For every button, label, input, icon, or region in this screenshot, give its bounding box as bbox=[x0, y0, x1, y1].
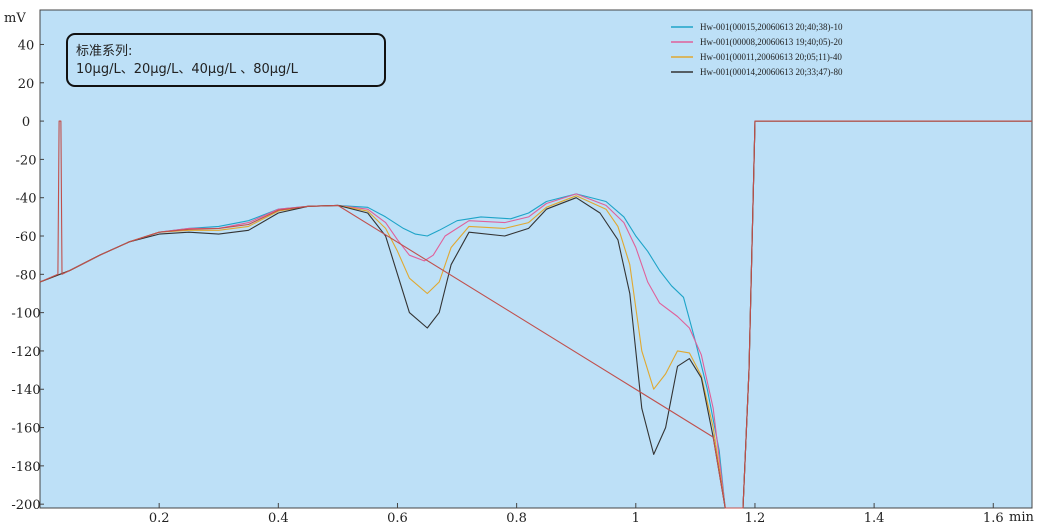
x-axis-unit: min bbox=[1009, 510, 1034, 525]
series-layer bbox=[39, 120, 1032, 509]
x-tick-label: 1.6 bbox=[983, 511, 1004, 526]
x-tick-label: 1.2 bbox=[745, 511, 766, 526]
legend-entry: Hw-001(00008,20060613 19;40;05)-20 bbox=[700, 37, 843, 47]
y-axis-unit: mV bbox=[4, 11, 26, 26]
y-tick-label: -120 bbox=[11, 345, 40, 360]
y-tick-label: -40 bbox=[16, 192, 37, 207]
plot-background bbox=[40, 10, 1032, 508]
annotation-line-1: 标准系列: bbox=[76, 44, 132, 59]
legend-entry: Hw-001(00015,20060613 20;40;38)-10 bbox=[700, 22, 843, 32]
y-tick-label: -60 bbox=[16, 230, 37, 245]
y-tick-label: 40 bbox=[18, 38, 35, 53]
series-line-3 bbox=[39, 120, 1032, 509]
x-tick-label: 0.8 bbox=[506, 511, 527, 526]
annotation-line-2: 10μg/L、20μg/L、40μg/L 、80μg/L bbox=[76, 62, 299, 77]
legend: Hw-001(00015,20060613 20;40;38)-10 Hw-001… bbox=[671, 22, 843, 77]
y-tick-label: -80 bbox=[16, 268, 37, 283]
series-line-1 bbox=[39, 120, 1032, 509]
y-axis: 40 20 0 -20 -40 -60 -80 -100 -120 -140 -160 -180 -20… bbox=[11, 38, 44, 513]
series-line-5 bbox=[39, 120, 1032, 509]
y-tick-label: -180 bbox=[11, 460, 40, 475]
y-tick-label: 0 bbox=[22, 115, 30, 130]
legend-entry: Hw-001(00014,20060613 20;33;47)-80 bbox=[700, 67, 843, 77]
y-tick-label: -100 bbox=[11, 307, 40, 322]
legend-entry: Hw-001(00011,20060613 20;05;11)-40 bbox=[700, 52, 842, 62]
series-line-4 bbox=[39, 120, 1032, 509]
annotation-box: 标准系列: 10μg/L、20μg/L、40μg/L 、80μg/L bbox=[66, 33, 386, 87]
x-tick-label: 0.2 bbox=[149, 511, 170, 526]
y-tick-label: -200 bbox=[11, 498, 40, 513]
x-axis: 0.2 0.4 0.6 0.8 1 1.2 1.4 1.6 bbox=[149, 503, 1004, 526]
y-tick-label: 20 bbox=[18, 77, 35, 92]
annotation-border bbox=[66, 33, 386, 87]
plot-frame bbox=[39, 9, 1033, 509]
x-tick-label: 0.4 bbox=[268, 511, 289, 526]
y-tick-label: -160 bbox=[11, 422, 40, 437]
y-tick-label: -140 bbox=[11, 383, 40, 398]
x-tick-label: 1 bbox=[632, 511, 640, 526]
x-tick-label: 1.4 bbox=[864, 511, 885, 526]
x-tick-label: 0.6 bbox=[387, 511, 408, 526]
y-tick-label: -20 bbox=[16, 153, 37, 168]
